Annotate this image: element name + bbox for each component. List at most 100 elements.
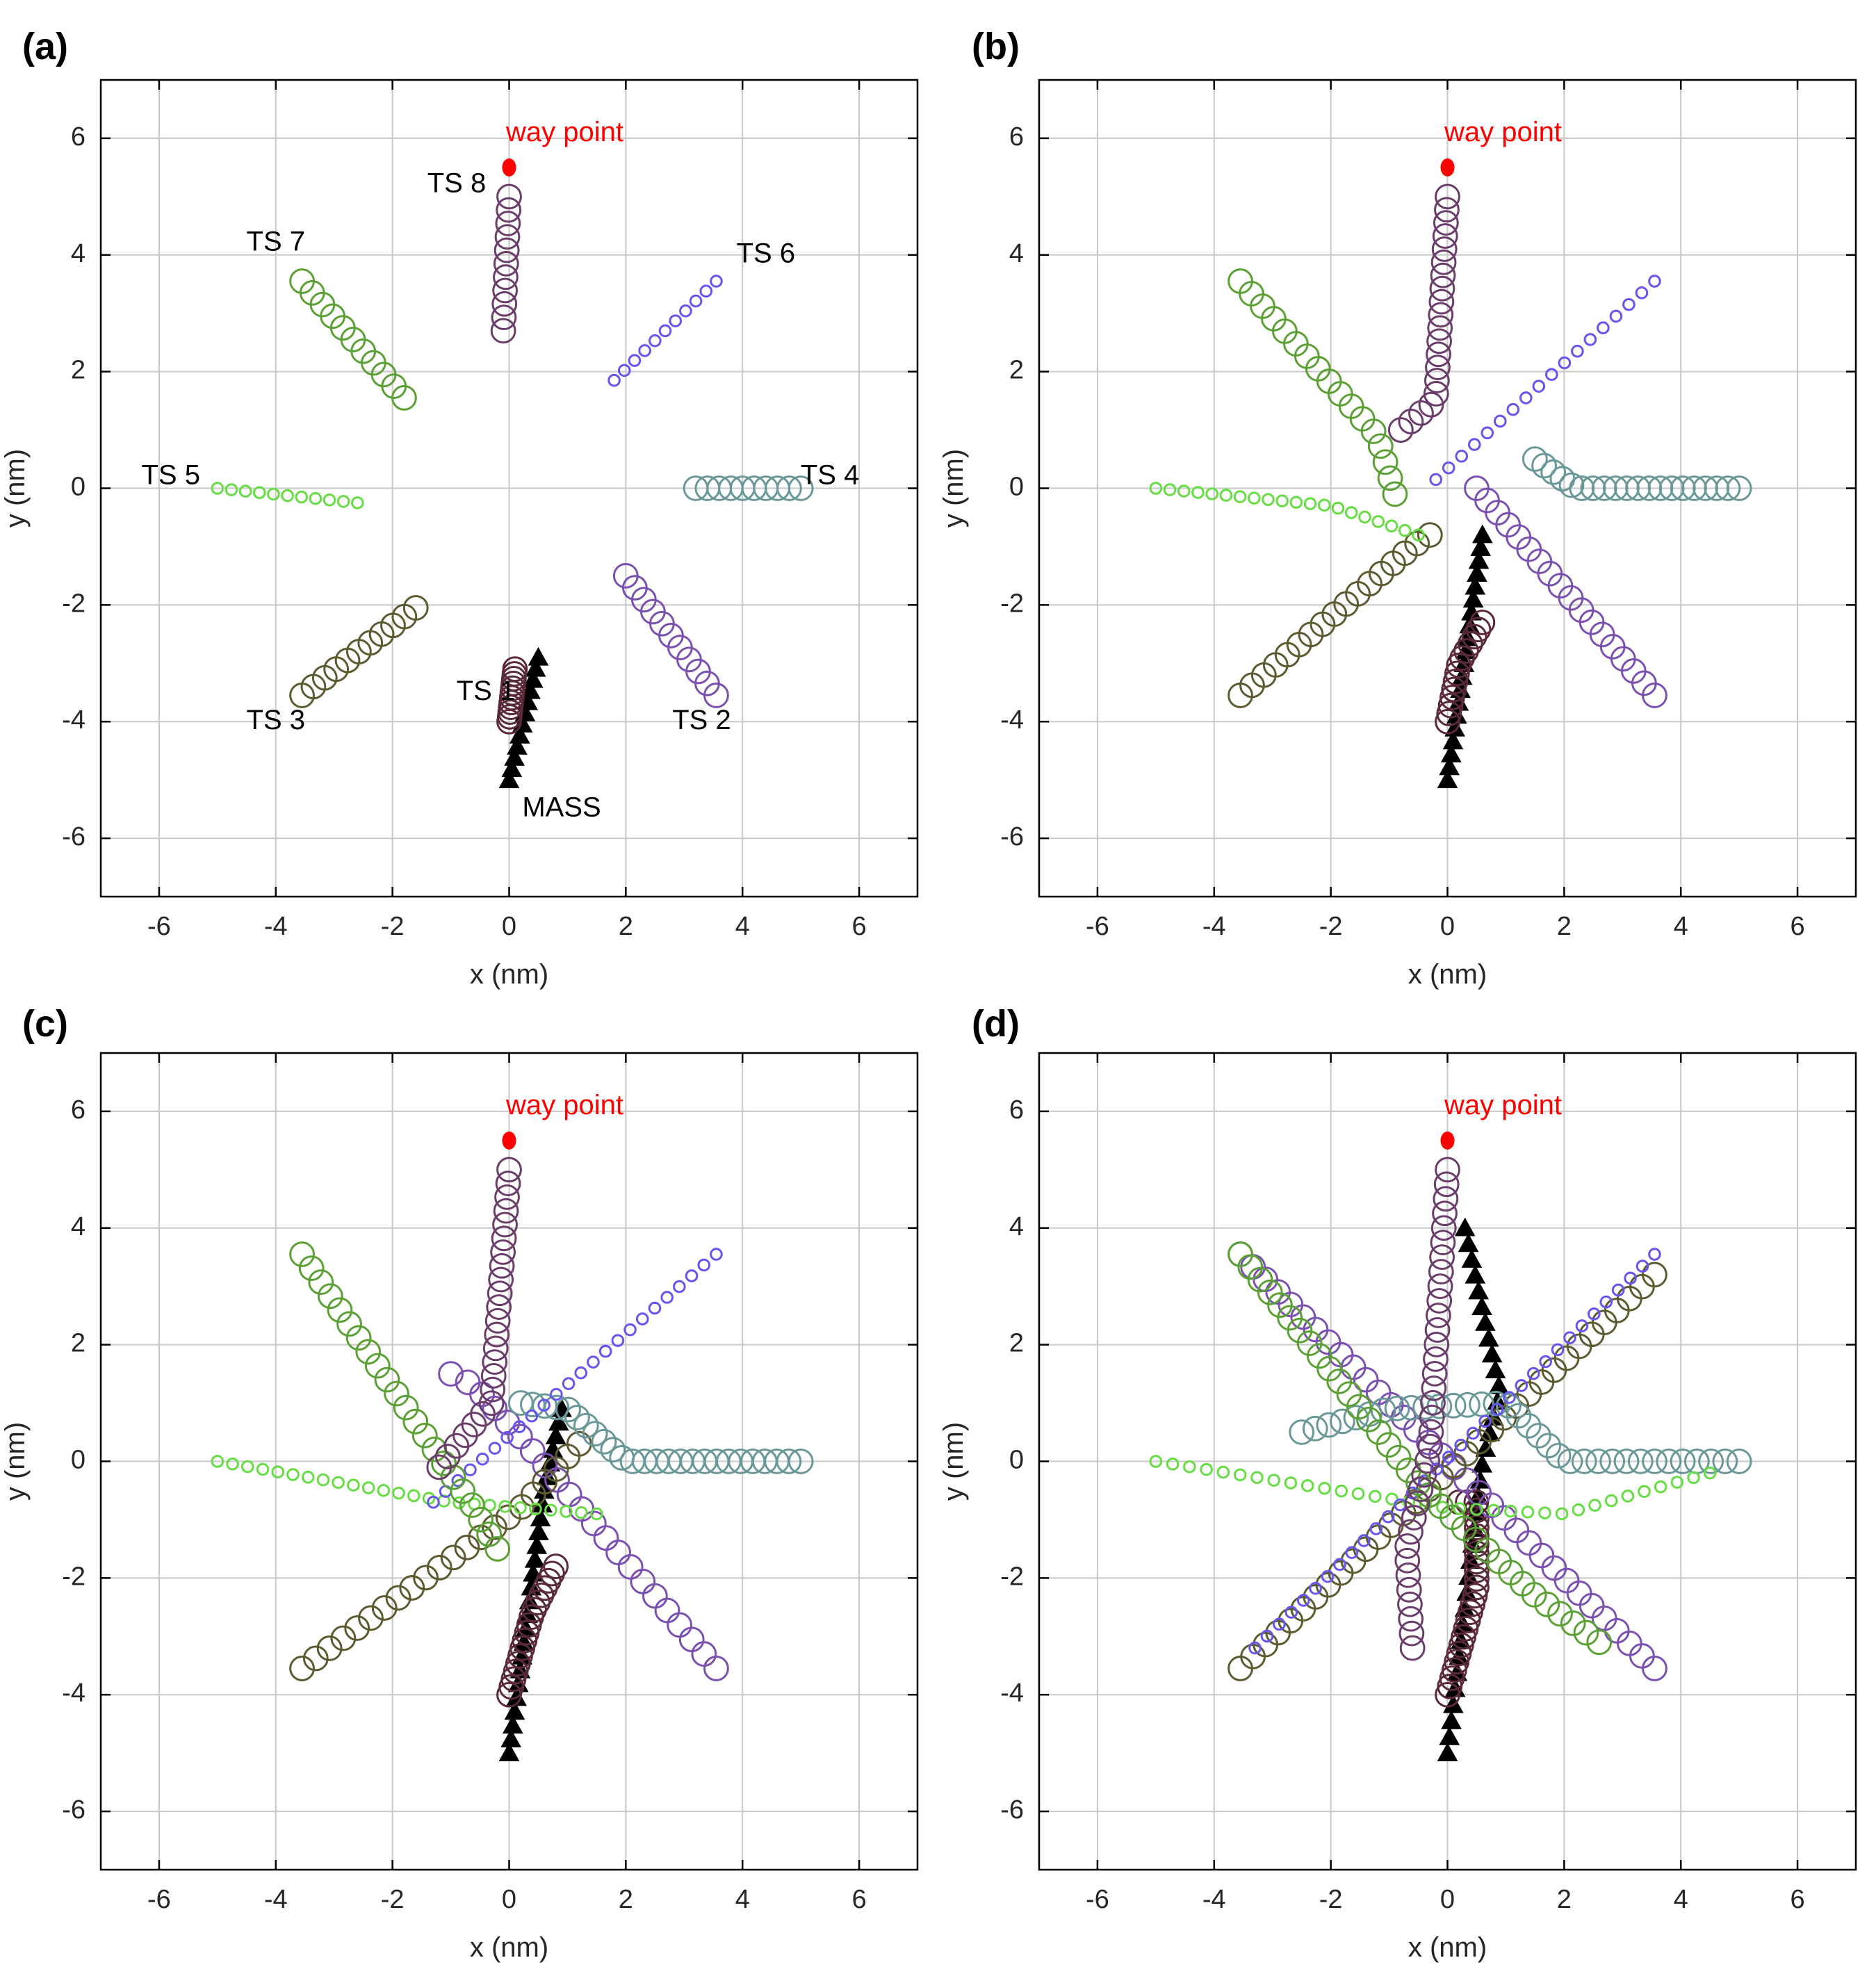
data-point-mass — [1454, 1217, 1476, 1237]
data-point-ts6 — [1503, 1391, 1516, 1404]
data-point-ts8 — [491, 304, 517, 330]
data-point-ts8 — [1434, 197, 1460, 223]
series-ts6 — [427, 1248, 723, 1509]
data-point-ts6 — [512, 1420, 526, 1433]
data-point-ts2 — [507, 1423, 533, 1450]
data-point-ts4 — [1558, 472, 1585, 498]
data-point-ts6 — [1273, 1617, 1286, 1631]
x-axis-label: x (nm) — [1408, 1932, 1487, 1963]
waypoint-label: way point — [505, 1090, 623, 1120]
data-point-ts1 — [1435, 708, 1460, 735]
data-point-mass — [1475, 1312, 1496, 1331]
data-point-ts2 — [617, 1554, 644, 1580]
data-point-ts7 — [1227, 1241, 1253, 1267]
series-mass — [498, 1398, 572, 1761]
data-point-ts8 — [1418, 1419, 1444, 1445]
data-point-ts8 — [1432, 223, 1458, 249]
data-point-ts3 — [371, 1595, 398, 1621]
data-point-ts7 — [440, 1464, 466, 1490]
x-tick-label: -4 — [264, 912, 288, 941]
data-point-ts6 — [1309, 1581, 1322, 1595]
data-point-ts6 — [658, 324, 672, 338]
data-point-mass — [548, 1412, 569, 1431]
series-ts7 — [289, 1241, 511, 1562]
data-point-mass — [1471, 1296, 1492, 1316]
series-ts8 — [1387, 183, 1460, 443]
y-tick-label: 0 — [71, 1446, 85, 1475]
chart-panel-3: way point -6 -4 -2 0 2 4 6 -6 -4 -2 0 2 4 6 x (nm) y (nm… — [0, 1052, 919, 1963]
series-ts1 — [496, 1553, 569, 1708]
data-point-ts6 — [1515, 1379, 1528, 1392]
data-point-ts5 — [271, 1465, 285, 1479]
x-tick-label: -6 — [1086, 1885, 1109, 1914]
data-point-ts5 — [1412, 528, 1425, 541]
x-axis-label: x (nm) — [470, 959, 548, 990]
data-point-ts8 — [1408, 1476, 1434, 1503]
series-mass — [498, 646, 549, 788]
data-point-ts7 — [1247, 1266, 1273, 1293]
x-tick-label: 2 — [619, 1885, 633, 1914]
data-point-ts7 — [345, 1325, 372, 1351]
data-point-ts7 — [1560, 1610, 1586, 1636]
data-point-ts5 — [1344, 506, 1358, 519]
data-point-ts5 — [1504, 1504, 1517, 1518]
data-point-ts5 — [350, 496, 364, 509]
data-point-ts8 — [486, 1294, 512, 1320]
data-point-ts3 — [1642, 1262, 1667, 1288]
data-point-ts6 — [1611, 1283, 1625, 1297]
y-tick-label: -4 — [1000, 705, 1024, 735]
data-point-ts6 — [617, 364, 631, 377]
data-point-ts7 — [431, 1450, 457, 1476]
y-tick-label: 2 — [1009, 1329, 1024, 1358]
x-tick-label: 4 — [735, 1885, 750, 1914]
data-point-ts8 — [1408, 400, 1434, 426]
y-tick-label: 4 — [71, 239, 85, 268]
x-tick-label: -6 — [147, 912, 171, 941]
data-point-ts5 — [1262, 493, 1275, 506]
data-point-ts4 — [1535, 1433, 1562, 1459]
data-point-ts4 — [1496, 1393, 1522, 1419]
data-point-ts2 — [1579, 1592, 1605, 1619]
data-point-ts6 — [1563, 1331, 1576, 1345]
data-point-ts8 — [1411, 1462, 1437, 1488]
data-point-ts2 — [642, 1583, 668, 1609]
data-point-mass — [1461, 1249, 1483, 1268]
data-point-ts4 — [1522, 446, 1548, 472]
data-point-ts7 — [1316, 1355, 1342, 1382]
series-ts6 — [1248, 1248, 1661, 1655]
data-point-ts6 — [1575, 1319, 1589, 1332]
data-point-ts8 — [1418, 391, 1444, 418]
data-point-ts6 — [685, 1269, 699, 1282]
data-point-ts5 — [1555, 1507, 1569, 1521]
data-point-mass — [1481, 1344, 1503, 1363]
data-point-ts8 — [1426, 341, 1451, 368]
data-point-ts7 — [1360, 418, 1387, 444]
data-point-ts1 — [1464, 1557, 1490, 1583]
data-point-ts6 — [699, 284, 713, 298]
data-point-ts4 — [1571, 1449, 1597, 1474]
data-point-mass — [1458, 1233, 1479, 1252]
data-point-mass — [1478, 1328, 1499, 1347]
data-point-ts4 — [1545, 1442, 1572, 1469]
data-point-ts8 — [1401, 1505, 1427, 1531]
data-point-ts1 — [1469, 610, 1496, 635]
data-point-ts6 — [427, 1495, 440, 1509]
data-point-ts5 — [1303, 497, 1317, 511]
x-tick-label: 0 — [1440, 1885, 1455, 1914]
data-point-ts8 — [1426, 1288, 1453, 1314]
data-point-ts8 — [1433, 1171, 1460, 1198]
data-point-ts8 — [1398, 1606, 1424, 1632]
x-tick-label: -4 — [1202, 1885, 1226, 1914]
data-point-ts6 — [1551, 1343, 1565, 1357]
data-point-ts7 — [374, 1366, 400, 1393]
data-point-ts5 — [1470, 1503, 1483, 1517]
data-point-ts2 — [1616, 1630, 1642, 1656]
data-point-ts4 — [1384, 1395, 1410, 1421]
data-point-ts2 — [519, 1438, 546, 1464]
data-point-ts3 — [330, 1625, 357, 1651]
data-point-ts8 — [484, 1307, 511, 1334]
data-point-ts8 — [1432, 1200, 1458, 1227]
series-label: MASS — [522, 792, 601, 823]
data-point-ts5 — [211, 482, 225, 495]
